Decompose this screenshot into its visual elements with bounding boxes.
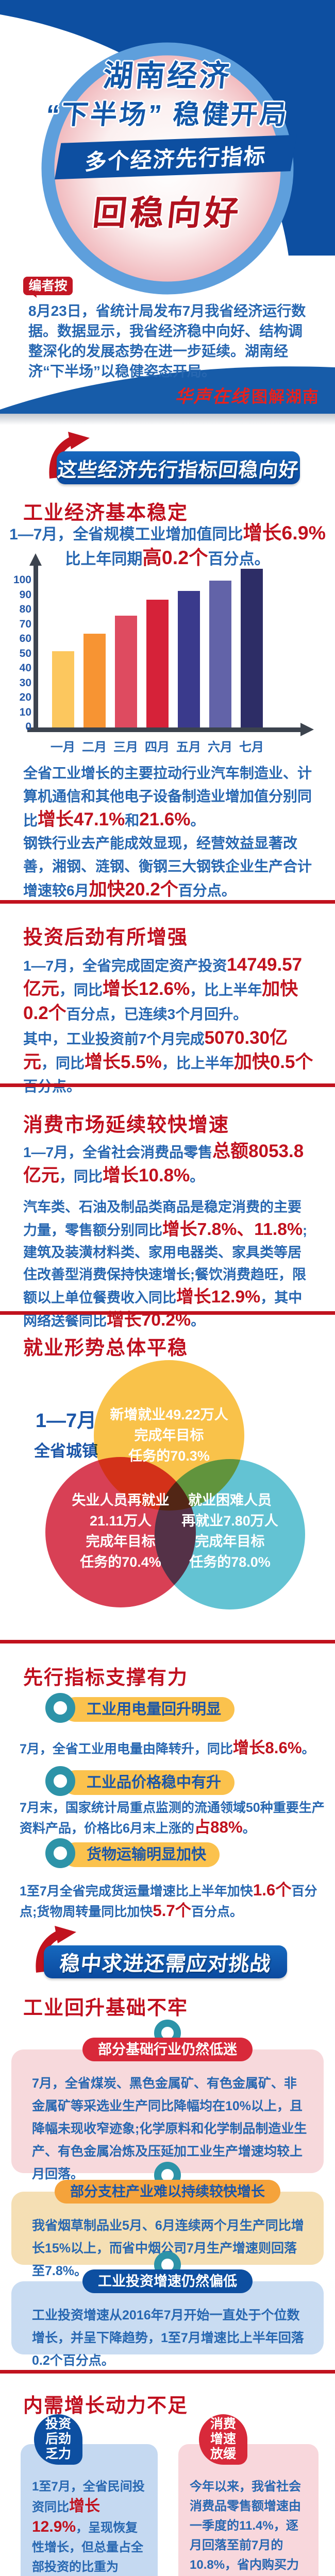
- chart-y-tick: 100: [13, 574, 31, 586]
- chart-bar-四月: [146, 600, 169, 727]
- chart-bar-六月: [209, 581, 231, 727]
- heading-leading-indicators: 先行指标支撑有力: [23, 1667, 189, 1689]
- hero-title-line2: “下半场” 稳健开局: [44, 100, 290, 130]
- divider: [0, 1083, 335, 1087]
- pill-freight: 货物运输明显加快: [63, 1842, 220, 1867]
- bar-chart-plot: 0 10 20 30 40 50 60 70 80 90 100 一月 二月 三月 四月 五月 六月 七月: [13, 560, 320, 760]
- panel-pill-industrial-investment: 工业投资增速仍然偏低: [82, 2269, 253, 2293]
- huasheng-online-logo: 华声在线: [175, 387, 249, 406]
- investment-p1: 1—7月，全省完成固定资产投资14749.57亿元，同比增长12.6%，比上半年…: [23, 955, 303, 1023]
- demand-text-consumption: 今年以来，我省社会消费品零售额增速由一季度的11.4%，逐月回落至前7月的10.…: [190, 2480, 301, 2572]
- section-header-challenge: 稳中求进还需应对挑战: [44, 1945, 287, 1978]
- chart-y-tick: 20: [19, 691, 31, 703]
- demand-panel-investment: 1至7月，全省民间投资同比增长12.9%，呈现恢复性增长，但总量占全部投资的比重…: [21, 2444, 158, 2576]
- venn-text-new-jobs: 新增就业49.22万人 完成年目标 任务的70.3%: [110, 1407, 228, 1464]
- chart-x-label: 二月: [82, 740, 107, 754]
- donut-icon: [45, 1766, 75, 1796]
- venn-text-reemployed: 失业人员再就业 21.11万人 完成年目标 任务的70.4%: [72, 1493, 170, 1570]
- chart-y-tick: 90: [19, 588, 31, 601]
- heading-industry-base: 工业回升基础不牢: [23, 1997, 189, 2019]
- chart-y-axis: [34, 565, 38, 728]
- leading-p1: 7月，全省工业用电量由降转升，同比增长8.6%。: [20, 1739, 315, 1757]
- pill-electricity: 工业用电量回升明显: [63, 1697, 235, 1722]
- chart-y-tick: 10: [19, 706, 31, 718]
- editor-note-text: 8月23日，省统计局发布7月我省经济运行数据。数据显示，我省经济稳中向好、结构调…: [28, 303, 306, 379]
- hero-title-line1: 湖南经济: [102, 59, 233, 93]
- demand-text-investment: 1至7月，全省民间投资同比增长12.9%，呈现恢复性增长，但总量占全部投资的比重…: [32, 2480, 145, 2574]
- divider: [0, 2370, 335, 2374]
- demand-panel-consumption: 今年以来，我省社会消费品零售额增速由一季度的11.4%，逐月回落至前7月的10.…: [178, 2444, 319, 2576]
- panel-text-basic-industries: 7月，全省煤炭、黑色金属矿、有色金属矿、非金属矿等采选业生产同比降幅均在10%以…: [32, 2076, 307, 2181]
- section-header-challenge-text: 稳中求进还需应对挑战: [58, 1953, 272, 1975]
- curved-arrow-icon: [49, 432, 90, 479]
- venn-circle-difficult: [155, 1459, 305, 1609]
- chart-y-tick: 60: [19, 633, 31, 645]
- period-label-line2: 全省城镇: [34, 1442, 98, 1460]
- chart-x-label: 五月: [176, 740, 201, 754]
- panel-text-industrial-investment: 工业投资增速从2016年7月开始一直处于个位数增长，并呈下降趋势，1至7月增速比…: [32, 2308, 304, 2368]
- chart-y-axis-arrow-icon: [29, 553, 42, 566]
- leading-p2: 7月末，国家统计局重点监测的流通领域50种重要生产资料产品，价格比6月末上涨的占…: [20, 1801, 325, 1836]
- bubble-consumption: 消费 增速 放缓: [199, 2414, 247, 2465]
- chart-y-tick: 80: [19, 603, 31, 615]
- chart-y-tick: 30: [19, 676, 31, 689]
- heading-investment: 投资后劲有所增强: [23, 927, 189, 948]
- chart-x-label: 六月: [208, 740, 232, 754]
- chart-x-label: 一月: [51, 740, 75, 754]
- section-header-good-text: 这些经济先行指标回稳向好: [56, 459, 300, 481]
- industry-p3: 钢铁行业去产能成效显现，经营效益显著改善，湘钢、涟钢、衡钢三大钢铁企业生产合计增…: [23, 835, 312, 900]
- consumption-p2: 汽车类、石油及制品类商品是稳定消费的主要力量，零售额分别同比增长7.8%、11.…: [23, 1199, 308, 1330]
- hero-banner-text: 多个经济先行指标: [84, 143, 267, 174]
- chart-x-label: 三月: [113, 740, 138, 754]
- chart-x-label: 四月: [145, 740, 170, 754]
- hero-title-line3: 回稳向好: [91, 194, 244, 232]
- leading-p3: 1至7月全省完成货运量增速比上半年加快1.6个百分点;货物周转量同比加快5.7个…: [20, 1881, 317, 1920]
- donut-icon: [45, 1838, 75, 1868]
- editor-note-badge: 编者按: [23, 277, 73, 295]
- heading-employment: 就业形势总体平稳: [23, 1337, 189, 1359]
- bar-chart: 0 10 20 30 40 50 60 70 80 90 100 一月 二月 三月 四月 五月 六月 七月: [13, 553, 320, 760]
- chart-x-axis-arrow-icon: [300, 723, 314, 736]
- heading-industry: 工业经济基本稳定: [23, 502, 189, 524]
- divider: [0, 900, 335, 904]
- panel-pill-pillar-industries: 部分支柱产业难以持续较快增长: [55, 2180, 280, 2204]
- chart-bar-五月: [178, 591, 200, 727]
- chart-bar-三月: [115, 616, 137, 727]
- tujie-hunan-logo: 图解湖南: [252, 388, 320, 406]
- chart-y-tick: 50: [19, 647, 31, 659]
- section-header-good: 这些经济先行指标回稳向好: [56, 451, 300, 484]
- chart-y-tick: 70: [19, 618, 31, 630]
- heading-consumption: 消费市场延续较快增速: [23, 1114, 230, 1136]
- chart-bar-七月: [241, 569, 263, 727]
- curved-arrow-icon: [36, 1926, 76, 1973]
- panel-pill-basic-industries: 部分基础行业仍然低迷: [82, 2038, 253, 2061]
- chart-x-axis: [27, 727, 301, 732]
- pill-prices: 工业品价格稳中有升: [63, 1770, 235, 1795]
- chart-x-label: 七月: [239, 740, 264, 754]
- bubble-investment: 投资 后劲 乏力: [34, 2414, 82, 2465]
- venn-text-difficult: 就业困难人员 再就业7.80万人 完成年目标 任务的78.0%: [181, 1493, 278, 1570]
- chart-bar-二月: [83, 634, 106, 727]
- consumption-p1: 1—7月，全省社会消费品零售总额8053.8亿元，同比增长10.8%。: [23, 1141, 304, 1185]
- investment-p2: 其中，工业投资前7个月完成5070.30亿元，同比增长5.5%，比上半年加快0.…: [23, 1028, 313, 1094]
- site-logo: 华声在线 图解湖南: [155, 382, 320, 408]
- divider: [0, 1640, 335, 1643]
- chart-y-tick: 40: [19, 662, 31, 674]
- employment-period-label: 1—7月 全省城镇: [25, 1404, 107, 1461]
- chart-bar-一月: [52, 651, 74, 727]
- heading-demand: 内需增长动力不足: [23, 2395, 189, 2417]
- panel-industrial-investment: 工业投资增速仍然偏低 工业投资增速从2016年7月开始一直处于个位数增长，并呈下…: [11, 2251, 324, 2368]
- donut-icon: [45, 1693, 75, 1723]
- divider: [0, 1311, 335, 1315]
- industry-p2: 全省工业增长的主要拉动行业汽车制造业、计算机通信和其他电子设备制造业增加值分别同…: [23, 765, 312, 829]
- period-label-line1: 1—7月: [35, 1410, 97, 1432]
- chart-y-tick: 0: [25, 721, 31, 733]
- industry-intro: 1—7月，全省规模工业增加值同比增长6.9% 比上年同期高0.2个百分点。: [9, 522, 326, 568]
- panel-basic-industries: 部分基础行业仍然低迷 7月，全省煤炭、黑色金属矿、有色金属矿、非金属矿等采选业生…: [11, 2020, 324, 2181]
